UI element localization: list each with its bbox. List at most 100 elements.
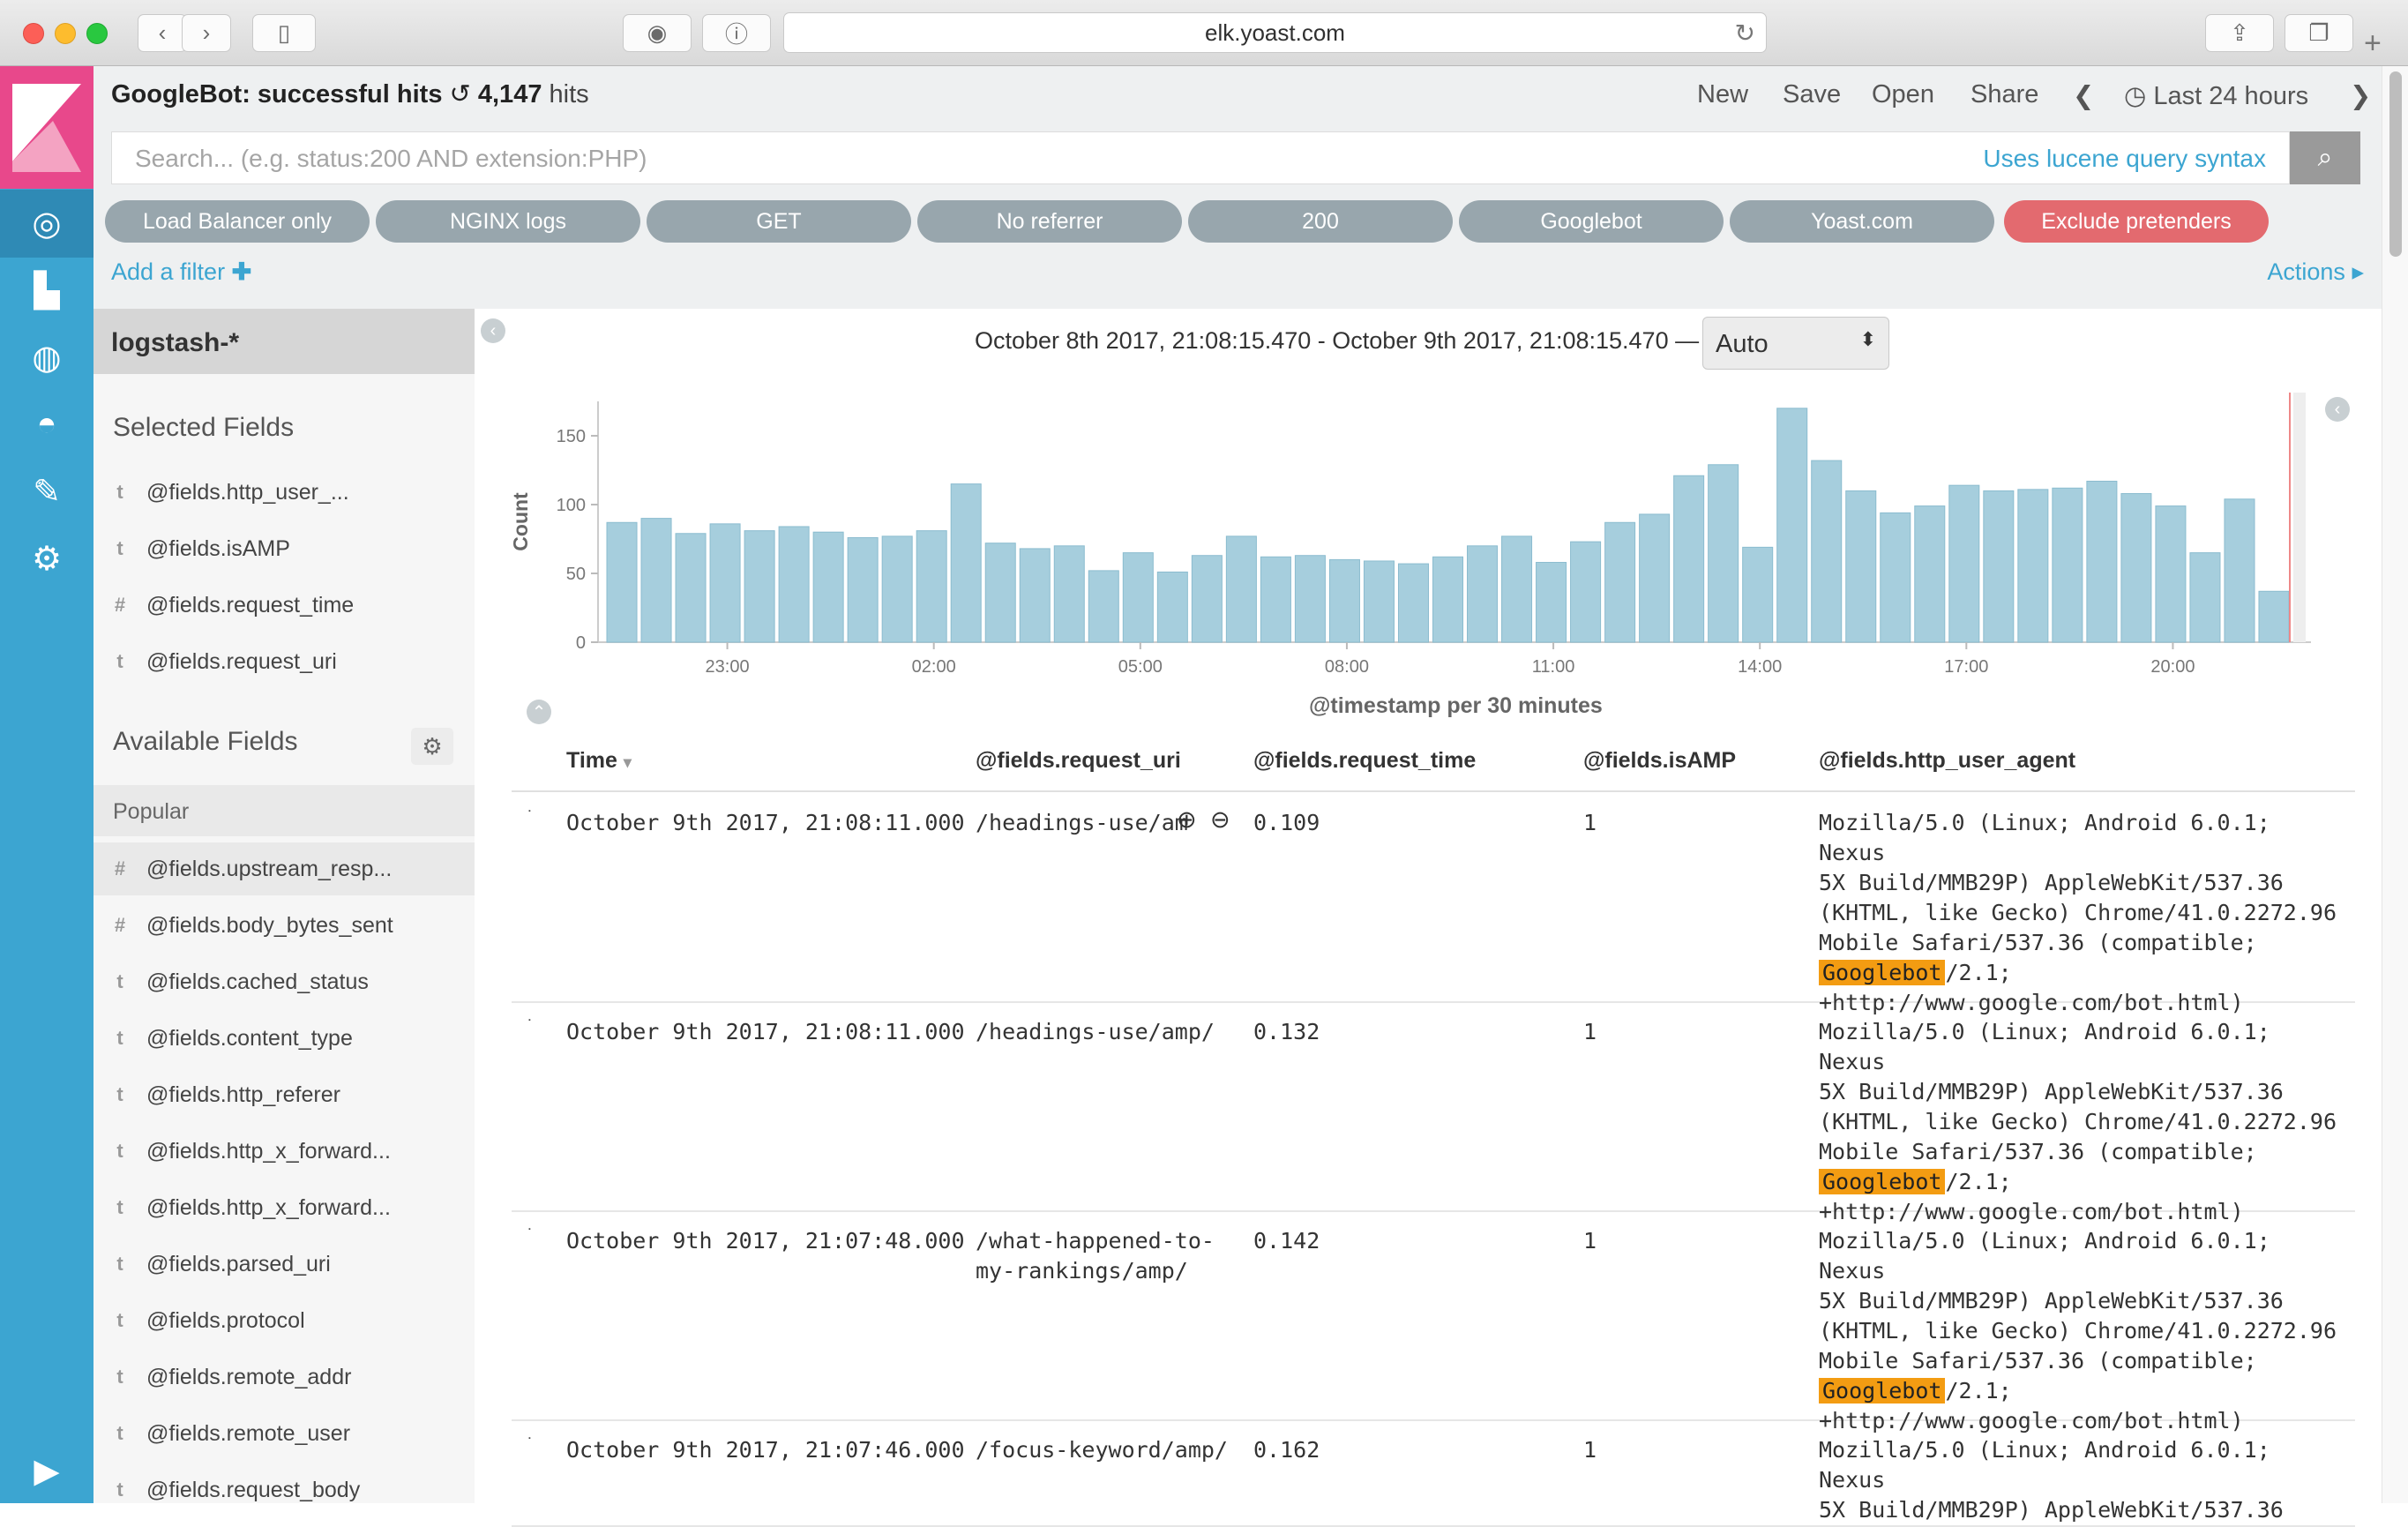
histogram-bar[interactable] [2120,493,2152,643]
histogram-bar[interactable] [1260,556,1291,643]
time-prev-button[interactable]: ❮ [2073,80,2094,111]
field-settings-button[interactable]: ⚙ [411,728,453,765]
field-item[interactable]: t @fields.remote_user [93,1407,475,1460]
time-next-button[interactable]: ❯ [2350,80,2371,111]
tabs-button[interactable]: ❐ [2285,14,2353,52]
nav-discover[interactable]: ◎ [0,190,93,258]
field-item[interactable]: t @fields.request_uri [93,635,475,688]
filter-pill[interactable]: GET [647,200,911,243]
histogram-bar[interactable] [1328,558,1360,643]
row-expand-toggle[interactable]: ˙ [527,1226,534,1246]
interval-select[interactable]: Auto ⬍ [1702,317,1889,370]
histogram-bar[interactable] [2155,505,2187,643]
forward-button[interactable]: › [182,14,231,52]
lucene-syntax-link[interactable]: Uses lucene query syntax [1983,145,2266,172]
field-item[interactable]: t @fields.protocol [93,1294,475,1347]
field-item[interactable]: t @fields.http_referer [93,1068,475,1121]
column-header-request-time[interactable]: @fields.request_time [1253,748,1477,773]
histogram-bar[interactable] [2017,489,2049,643]
row-expand-toggle[interactable]: ˙ [527,808,534,827]
reload-icon[interactable]: ↺ [449,80,478,109]
share-button[interactable]: ⇪ [2205,14,2274,52]
histogram-bar[interactable] [2086,480,2118,643]
histogram-bar[interactable] [1914,505,1946,643]
filter-pill[interactable]: No referrer [917,200,1182,243]
kibana-logo[interactable] [0,66,93,189]
zoom-window-button[interactable] [86,23,108,44]
histogram-bar[interactable] [1053,545,1085,643]
histogram-bar[interactable] [1983,490,2015,643]
field-item[interactable]: # @fields.request_time [93,579,475,632]
menu-share[interactable]: Share [1971,80,2039,109]
histogram-bar[interactable] [1536,562,1567,643]
histogram-chart[interactable]: 0 50 100 150 Count 23:00 02:00 05:00 08:00 11:00 1… [494,384,2329,684]
actions-link[interactable]: Actions ▸ [2267,258,2364,286]
histogram-bar[interactable] [1604,521,1636,643]
filter-pill[interactable]: Load Balancer only [105,200,370,243]
histogram-bar[interactable] [1225,535,1257,643]
collapse-chart-button[interactable]: ⌃ [527,700,551,724]
histogram-bar[interactable] [812,531,844,643]
histogram-bar[interactable] [2052,487,2083,643]
minimize-window-button[interactable] [55,23,76,44]
filter-pill[interactable]: Googlebot [1459,200,1724,243]
address-bar[interactable]: elk.yoast.com ↻ [783,12,1767,53]
field-item[interactable]: t @fields.http_x_forward... [93,1181,475,1234]
histogram-bar[interactable] [1363,560,1395,643]
histogram-bar[interactable] [984,543,1016,643]
histogram-bar[interactable] [1673,475,1705,643]
table-row[interactable]: ˙ October 9th 2017, 21:08:11.000/headings… [512,794,2355,1015]
histogram-bar[interactable] [1948,484,1980,643]
histogram-bar[interactable] [1776,408,1808,643]
histogram-bar[interactable] [881,535,913,643]
zoom-in-icon[interactable]: ⊕ [1177,806,1197,833]
field-item[interactable]: t @fields.request_body [93,1463,475,1516]
table-row[interactable]: ˙ October 9th 2017, 21:07:46.000/focus-ke… [512,1421,2355,1527]
nav-dashboard[interactable]: ◍ [25,335,69,379]
histogram-bar[interactable] [1845,490,1877,643]
histogram-bar[interactable] [1880,512,1911,643]
back-button[interactable]: ‹ [138,14,187,52]
histogram-bar[interactable] [675,533,707,643]
scrollbar-thumb[interactable] [2389,71,2402,257]
menu-open[interactable]: Open [1872,80,1934,109]
field-item[interactable]: t @fields.isAMP [93,522,475,575]
sort-down-icon[interactable]: ▾ [623,753,632,771]
histogram-bar[interactable] [1294,555,1326,643]
search-input[interactable]: Search... (e.g. status:200 AND extension… [111,131,2290,184]
histogram-bar[interactable] [2258,590,2290,643]
menu-save[interactable]: Save [1783,80,1842,109]
field-item[interactable]: t @fields.http_x_forward... [93,1125,475,1178]
histogram-bar[interactable] [1501,535,1533,643]
menu-new[interactable]: New [1697,80,1749,109]
histogram-bar[interactable] [1570,541,1602,643]
nav-management[interactable]: ⚙ [25,536,69,580]
histogram-bar[interactable] [1467,545,1499,643]
histogram-bar[interactable] [1019,548,1051,643]
nav-visualize[interactable]: ▙ [25,268,69,312]
histogram-bar[interactable] [606,521,638,643]
legend-toggle-button[interactable]: ‹ [2325,397,2350,422]
table-row[interactable]: ˙ October 9th 2017, 21:07:48.000/what-hap… [512,1212,2355,1433]
histogram-bar[interactable] [1708,464,1739,643]
field-item[interactable]: # @fields.upstream_resp... [93,842,475,895]
zoom-out-icon[interactable]: ⊖ [1210,806,1230,833]
histogram-bar[interactable] [847,536,879,643]
page-scrollbar[interactable] [2382,66,2408,1503]
search-button[interactable]: ⌕ [2290,131,2360,184]
field-item[interactable]: # @fields.body_bytes_sent [93,899,475,952]
histogram-bar[interactable] [2224,498,2255,643]
nav-devtools[interactable]: ✎ [25,469,69,513]
histogram-bar[interactable] [744,530,775,643]
extension-button-2[interactable]: ⓘ [702,14,771,52]
histogram-bar[interactable] [1811,460,1843,643]
close-window-button[interactable] [23,23,44,44]
field-item[interactable]: t @fields.remote_addr [93,1351,475,1403]
histogram-bar[interactable] [640,518,672,643]
row-expand-toggle[interactable]: ˙ [527,1435,534,1455]
collapse-sidebar-button[interactable]: ‹ [481,318,505,343]
filter-pill-negated[interactable]: Exclude pretenders [2004,200,2269,243]
column-header-isamp[interactable]: @fields.isAMP [1583,748,1737,773]
column-header-time[interactable]: Time ▾ [566,748,632,774]
histogram-bar[interactable] [1156,571,1188,643]
